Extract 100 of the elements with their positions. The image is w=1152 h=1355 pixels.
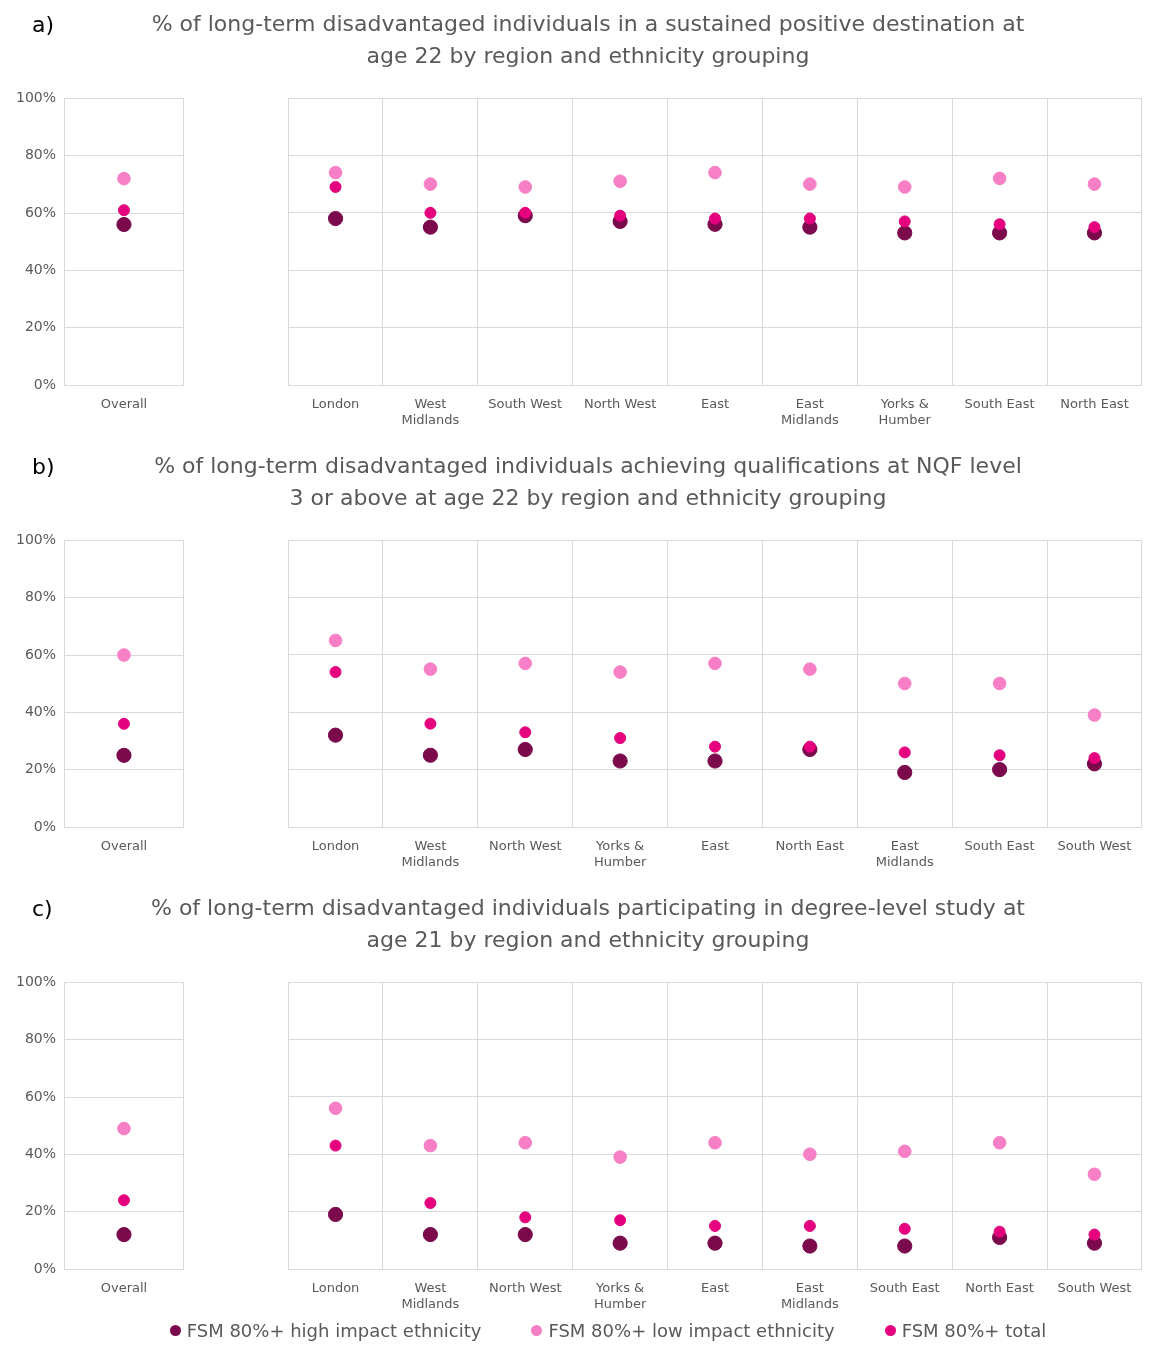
point [803, 212, 816, 225]
y-tick-label: 40% [24, 1145, 57, 1161]
point [993, 1225, 1006, 1238]
x-tick-label: London [311, 838, 360, 854]
x-tick-label: East [700, 838, 730, 854]
point [897, 1238, 913, 1254]
x-tick-label: South West [488, 396, 563, 412]
point [709, 1219, 721, 1232]
point [328, 633, 343, 648]
y-tick-label: 60% [24, 1087, 57, 1104]
text: c) [32, 896, 53, 921]
point [613, 174, 627, 189]
x-tick-label: Yorks & Humber [878, 396, 932, 427]
point [708, 165, 722, 180]
x-tick-label: Overall [100, 396, 148, 412]
point [1088, 1228, 1101, 1241]
y-tick-label: 60% [24, 203, 57, 220]
point [328, 1101, 343, 1116]
point [1087, 1167, 1102, 1182]
point [519, 206, 532, 219]
y-tick-label: 100% [15, 89, 57, 106]
legend-label: FSM 80%+ high impact ethnicity [186, 1320, 482, 1341]
point [329, 180, 342, 193]
y-tick-label: 80% [24, 1030, 57, 1047]
point [897, 180, 912, 194]
point [993, 749, 1006, 762]
x-tick-label: East [700, 396, 730, 412]
x-tick-label: Overall [100, 838, 148, 854]
y-tick-label: 20% [24, 1202, 57, 1219]
x-tick-label: South East [964, 838, 1035, 854]
point [992, 171, 1007, 186]
point [803, 1219, 816, 1232]
point [612, 753, 628, 769]
y-tick-label: 100% [15, 531, 57, 548]
x-tick-label: East [700, 1280, 730, 1296]
point [327, 1206, 344, 1223]
point [708, 656, 722, 671]
point [613, 1150, 627, 1164]
point [423, 1138, 438, 1153]
x-tick-label: East Midlands [780, 396, 840, 427]
y-tick-label: 60% [24, 645, 57, 662]
point [612, 1235, 628, 1251]
y-tick-label: 80% [24, 146, 57, 163]
point [708, 1135, 722, 1150]
point [992, 762, 1008, 778]
chart-title: % of long-term disadvantaged individuals achieving qualifications at NQF level 3 or above at age 22 by region and ethnicity grouping [154, 453, 1022, 510]
y-tick-label: 0% [33, 1259, 57, 1276]
y-tick-label: 80% [24, 588, 57, 605]
x-tick-label: Yorks & Humber [593, 1280, 647, 1311]
point [329, 666, 342, 679]
x-tick-label: Overall [100, 1280, 148, 1296]
x-tick-label: South East [869, 1280, 940, 1296]
x-tick-label: West Midlands [401, 396, 460, 427]
point [897, 225, 913, 241]
point [992, 1135, 1007, 1150]
point [614, 1214, 627, 1227]
point [709, 740, 721, 753]
x-tick-label: North East [965, 1280, 1034, 1296]
point [327, 210, 344, 227]
y-tick-label: 40% [24, 703, 57, 719]
x-tick-label: West Midlands [401, 1280, 460, 1311]
y-tick-label: 40% [24, 261, 57, 277]
point [423, 177, 438, 191]
point [803, 177, 817, 191]
point [897, 1144, 912, 1159]
x-tick-label: North East [1060, 396, 1129, 412]
point [898, 1222, 911, 1235]
point [327, 727, 344, 743]
point [707, 753, 723, 769]
point [614, 209, 627, 222]
point [803, 740, 816, 753]
y-tick-label: 0% [33, 375, 57, 392]
point [518, 1135, 533, 1150]
point [803, 1147, 817, 1161]
point [802, 1238, 818, 1254]
x-tick-label: East Midlands [780, 1280, 840, 1311]
point [329, 1139, 342, 1152]
y-tick-label: 0% [33, 817, 57, 834]
x-tick-label: South West [1057, 838, 1132, 854]
point [613, 665, 627, 679]
x-tick-label: South East [964, 396, 1035, 412]
x-tick-label: North West [489, 1280, 562, 1296]
point [614, 732, 627, 745]
point [518, 656, 533, 671]
text: b) [32, 454, 55, 479]
point [992, 676, 1007, 691]
point [898, 215, 911, 228]
x-tick-label: North West [489, 838, 562, 854]
point [517, 1226, 533, 1243]
point [518, 180, 533, 194]
y-tick-label: 20% [24, 318, 57, 335]
point [519, 726, 532, 739]
x-tick-label: West Midlands [401, 838, 460, 869]
legend-label: FSM 80%+ total [901, 1320, 1047, 1341]
x-tick-label: North East [775, 838, 845, 854]
point [422, 1226, 438, 1243]
point [424, 1196, 437, 1209]
x-tick-label: London [311, 1280, 360, 1296]
point [803, 662, 817, 676]
y-tick-label: 100% [15, 973, 57, 990]
